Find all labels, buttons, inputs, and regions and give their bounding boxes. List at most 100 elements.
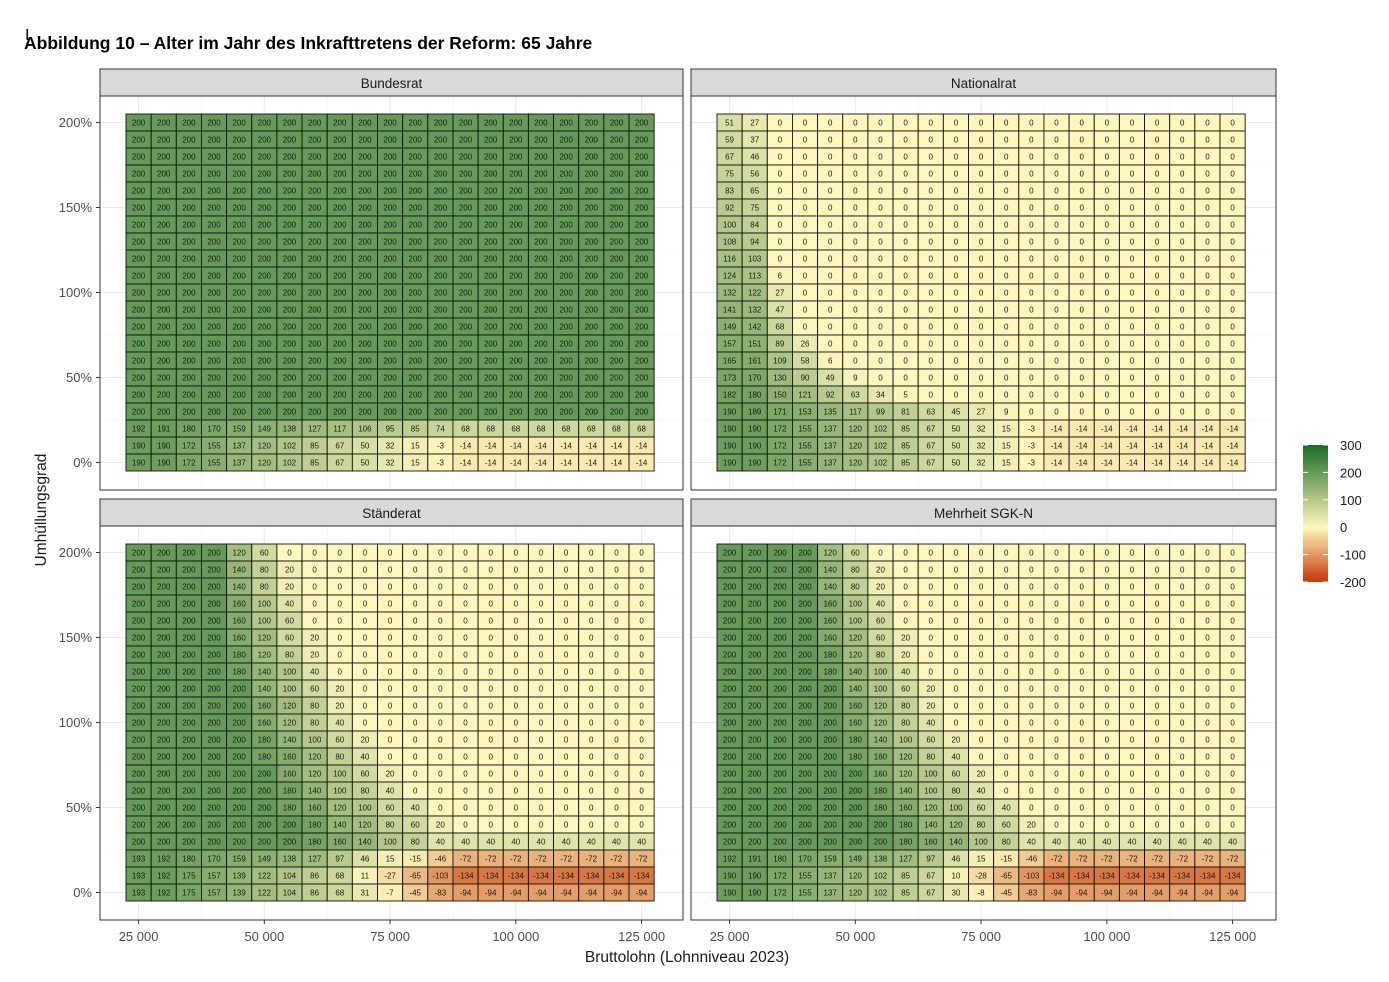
cell-value-label: 0	[853, 255, 858, 264]
cell-value-label: 137	[823, 459, 837, 468]
cell-value-label: 200	[207, 634, 221, 643]
cell-value-label: 200	[383, 255, 397, 264]
cell-value-label: 200	[798, 838, 812, 847]
cell-value-label: 0	[1105, 221, 1110, 230]
cell-value-label: 200	[409, 374, 423, 383]
cell-value-label: 0	[979, 204, 984, 213]
cell-value-label: -3	[1028, 442, 1036, 451]
cell-value-label: 0	[1004, 600, 1009, 609]
cell-value-label: 0	[488, 600, 493, 609]
cell-value-label: 127	[308, 425, 322, 434]
cell-value-label: 200	[333, 187, 347, 196]
cell-value-label: 160	[283, 770, 297, 779]
cell-value-label: -94	[585, 889, 597, 898]
cell-value-label: 200	[258, 170, 272, 179]
cell-value-label: -14	[460, 442, 472, 451]
cell-value-label: 200	[157, 787, 171, 796]
cell-value-label: 200	[132, 119, 146, 128]
cell-value-label: 200	[610, 153, 624, 162]
cell-value-label: 200	[484, 289, 498, 298]
cell-value-label: -14	[1051, 442, 1063, 451]
cell-value-label: -14	[1101, 425, 1113, 434]
cell-value-label: -94	[611, 889, 623, 898]
cell-value-label: 0	[388, 549, 393, 558]
cell-value-label: 149	[723, 323, 737, 332]
cell-value-label: 200	[258, 408, 272, 417]
cell-value-label: 0	[954, 374, 959, 383]
cell-value-label: 200	[635, 289, 649, 298]
cell-value-label: 0	[954, 391, 959, 400]
cell-value-label: 0	[1079, 787, 1084, 796]
cell-value-label: 200	[132, 668, 146, 677]
cell-value-label: 200	[748, 736, 762, 745]
cell-value-label: 0	[1004, 651, 1009, 660]
cell-value-label: -14	[485, 459, 497, 468]
cell-value-label: 0	[1230, 255, 1235, 264]
cell-value-label: 0	[954, 255, 959, 264]
cell-value-label: 0	[1029, 340, 1034, 349]
cell-value-label: 0	[778, 204, 783, 213]
cell-value-label: 0	[1130, 583, 1135, 592]
cell-value-label: 0	[488, 549, 493, 558]
cell-value-label: 0	[463, 583, 468, 592]
cell-value-label: 0	[564, 617, 569, 626]
cell-value-label: 0	[1054, 600, 1059, 609]
cell-value-label: 0	[903, 187, 908, 196]
cell-value-label: 200	[132, 221, 146, 230]
cell-value-label: 0	[338, 651, 343, 660]
cell-value-label: 200	[434, 289, 448, 298]
cell-value-label: 200	[798, 634, 812, 643]
cell-value-label: 200	[383, 153, 397, 162]
cell-value-label: 99	[876, 408, 885, 417]
cell-value-label: 200	[157, 187, 171, 196]
cell-value-label: -94	[535, 889, 547, 898]
cell-value-label: 200	[484, 238, 498, 247]
cell-value-label: 200	[723, 753, 737, 762]
cell-value-label: 0	[1230, 634, 1235, 643]
cell-value-label: 90	[801, 374, 810, 383]
cell-value-label: 0	[614, 804, 619, 813]
cell-value-label: 200	[232, 340, 246, 349]
cell-value-label: 200	[748, 685, 762, 694]
cell-value-label: 200	[748, 804, 762, 813]
cell-value-label: 140	[899, 787, 913, 796]
cell-value-label: 200	[409, 306, 423, 315]
cell-value-label: -94	[485, 889, 497, 898]
cell-value-label: 200	[798, 600, 812, 609]
cell-value-label: 40	[951, 753, 960, 762]
cell-value-label: 200	[182, 136, 196, 145]
cell-value-label: 0	[514, 787, 519, 796]
cell-value-label: 200	[459, 357, 473, 366]
cell-value-label: 0	[1029, 736, 1034, 745]
cell-value-label: 0	[1054, 289, 1059, 298]
cell-value-label: 40	[1203, 838, 1212, 847]
cell-value-label: 0	[1054, 719, 1059, 728]
cell-value-label: 0	[488, 583, 493, 592]
cell-value-label: -72	[1051, 855, 1063, 864]
cell-value-label: 0	[1004, 566, 1009, 575]
cell-value-label: 200	[874, 838, 888, 847]
cell-value-label: -14	[611, 459, 623, 468]
cell-value-label: 200	[207, 391, 221, 400]
cell-value-label: -14	[1126, 459, 1138, 468]
cell-value-label: 0	[878, 119, 883, 128]
facet-strip-label: Bundesrat	[361, 76, 423, 91]
cell-value-label: 200	[798, 583, 812, 592]
cell-value-label: 200	[823, 770, 837, 779]
cell-value-label: 172	[773, 872, 787, 881]
cell-value-label: 0	[438, 770, 443, 779]
cell-value-label: 200	[773, 770, 787, 779]
cell-value-label: 0	[1105, 255, 1110, 264]
cell-value-label: 67	[926, 459, 935, 468]
cell-value-label: 0	[1205, 549, 1210, 558]
cell-value-label: 200	[333, 153, 347, 162]
cell-value-label: 80	[285, 651, 294, 660]
cell-value-label: 100	[874, 668, 888, 677]
cell-value-label: 200	[773, 702, 787, 711]
cell-value-label: 0	[589, 685, 594, 694]
cell-value-label: 200	[132, 187, 146, 196]
cell-value-label: 138	[283, 855, 297, 864]
cell-value-label: 40	[285, 600, 294, 609]
cell-value-label: 0	[803, 136, 808, 145]
